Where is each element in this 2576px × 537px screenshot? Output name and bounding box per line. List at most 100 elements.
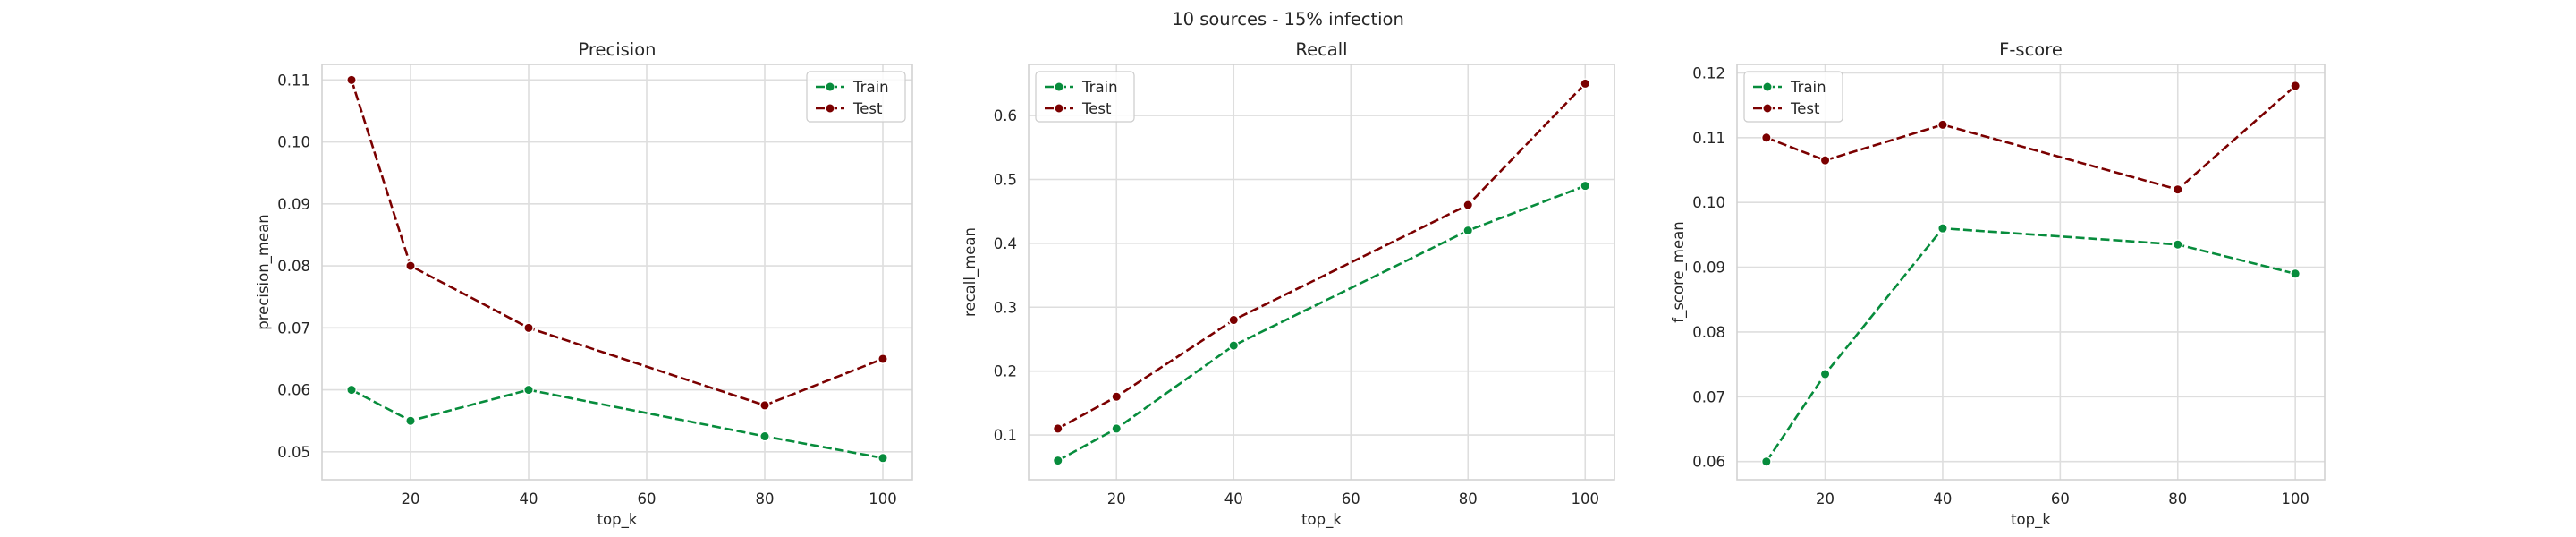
- recall-y-tick-label: 0.5: [994, 171, 1017, 188]
- f-score-point-test: [2290, 80, 2301, 91]
- precision-legend-marker-test: [825, 103, 835, 114]
- f-score-frame: [1736, 64, 2326, 481]
- f-score-y-tick-label: 0.06: [1692, 454, 1725, 471]
- recall-y-tick-label: 0.4: [994, 235, 1017, 252]
- recall-point-test: [1580, 78, 1591, 90]
- recall-x-tick-label: 40: [1224, 490, 1243, 507]
- precision-point-train: [523, 384, 534, 396]
- precision-y-tick-label: 0.10: [277, 134, 310, 151]
- recall-y-tick-label: 0.1: [994, 427, 1017, 444]
- f-score-x-axis-label: top_k: [2011, 511, 2051, 529]
- f-score-x-tick-label: 100: [2281, 490, 2309, 507]
- recall-y-tick-label: 0.6: [994, 107, 1017, 124]
- recall-frame: [1028, 64, 1615, 481]
- f-score-y-tick-label: 0.12: [1692, 64, 1725, 81]
- precision-y-tick-label: 0.05: [277, 444, 310, 461]
- figure-suptitle: 10 sources - 15% infection: [1172, 9, 1404, 30]
- f-score-x-tick-label: 20: [1816, 490, 1835, 507]
- recall-x-tick-label: 80: [1459, 490, 1478, 507]
- precision-point-train: [346, 384, 357, 396]
- precision-x-tick-label: 100: [869, 490, 897, 507]
- precision-point-test: [346, 74, 357, 86]
- f-score-y-tick-label: 0.11: [1692, 130, 1725, 147]
- f-score-y-axis-label: f_score_mean: [1670, 221, 1688, 322]
- f-score-x-tick-label: 60: [2051, 490, 2070, 507]
- f-score-point-test: [1760, 132, 1772, 143]
- f-score-panel: 20 40 60 80 100 0.06 0.07 0.08 0.09 0.10 0.11 0.12 F…: [1670, 39, 2326, 529]
- recall-point-test: [1462, 200, 1474, 210]
- precision-legend-label-train: Train: [852, 79, 889, 96]
- recall-x-axis-label: top_k: [1301, 511, 1342, 529]
- precision-y-tick-label: 0.07: [277, 320, 310, 337]
- precision-point-train: [877, 452, 888, 464]
- precision-x-tick-label: 60: [638, 490, 657, 507]
- precision-x-axis-label: top_k: [597, 511, 638, 529]
- recall-point-train: [1462, 225, 1474, 236]
- recall-title: Recall: [1295, 39, 1347, 60]
- recall-series-line-train: [1057, 184, 1586, 462]
- recall-x-tick-label: 20: [1107, 490, 1126, 507]
- recall-x-tick-label: 60: [1342, 490, 1360, 507]
- recall-point-train: [1580, 180, 1591, 192]
- recall-legend: Train Test: [1035, 71, 1135, 123]
- recall-y-tick-label: 0.2: [994, 363, 1017, 380]
- recall-point-train: [1111, 422, 1123, 434]
- f-score-legend-label-train: Train: [1790, 79, 1826, 96]
- f-score-legend-marker-train: [1762, 81, 1773, 92]
- recall-panel: 20 40 60 80 100 0.1 0.2 0.3 0.4 0.5 0.6 Recall top_k…: [962, 39, 1615, 529]
- f-score-point-test: [2172, 183, 2183, 195]
- recall-point-test: [1111, 391, 1123, 403]
- precision-y-axis-label: precision_mean: [255, 214, 273, 329]
- f-score-x-tick-label: 40: [1933, 490, 1952, 507]
- recall-point-test: [1228, 314, 1240, 326]
- recall-y-tick-label: 0.3: [994, 299, 1017, 316]
- precision-legend-label-test: Test: [852, 100, 883, 117]
- precision-x-tick-label: 40: [520, 490, 538, 507]
- recall-legend-label-test: Test: [1081, 100, 1112, 117]
- recall-legend-marker-train: [1054, 81, 1064, 92]
- recall-point-train: [1052, 455, 1063, 466]
- recall-legend-label-train: Train: [1081, 79, 1118, 96]
- recall-point-test: [1052, 422, 1063, 434]
- precision-title: Precision: [578, 39, 656, 60]
- f-score-point-test: [1819, 155, 1831, 166]
- f-score-title: F-score: [1999, 39, 2063, 60]
- f-score-legend-label-test: Test: [1790, 100, 1820, 117]
- precision-panel: 20 40 60 80 100 0.05 0.06 0.07 0.08 0.09 0.10 0.11 P…: [255, 39, 913, 529]
- f-score-point-test: [1937, 119, 1948, 131]
- precision-y-tick-label: 0.08: [277, 258, 310, 275]
- f-score-y-tick-label: 0.09: [1692, 260, 1725, 277]
- recall-point-train: [1228, 340, 1240, 351]
- precision-point-test: [405, 260, 416, 271]
- f-score-series-line-test: [1766, 84, 2297, 192]
- f-score-plot-area: [1737, 64, 2325, 480]
- recall-y-axis-label: recall_mean: [962, 227, 979, 317]
- precision-x-tick-label: 80: [756, 490, 775, 507]
- f-score-x-tick-label: 80: [2168, 490, 2187, 507]
- recall-legend-marker-test: [1054, 103, 1064, 114]
- precision-x-tick-label: 20: [402, 490, 420, 507]
- f-score-point-train: [2172, 239, 2183, 251]
- f-score-y-tick-label: 0.10: [1692, 194, 1725, 211]
- precision-y-tick-label: 0.11: [277, 72, 310, 89]
- recall-x-tick-label: 100: [1572, 490, 1600, 507]
- precision-legend: Train Test: [806, 71, 906, 123]
- f-score-y-tick-label: 0.07: [1692, 388, 1725, 405]
- precision-frame: [321, 64, 913, 481]
- f-score-point-train: [1760, 456, 1772, 467]
- precision-point-train: [759, 430, 770, 442]
- precision-point-test: [523, 322, 534, 334]
- precision-point-test: [877, 354, 888, 364]
- recall-plot-area: [1029, 64, 1614, 480]
- precision-legend-marker-train: [825, 81, 835, 92]
- precision-point-test: [759, 399, 770, 411]
- f-score-point-train: [2290, 268, 2301, 279]
- precision-y-tick-label: 0.09: [277, 196, 310, 213]
- precision-point-train: [405, 415, 416, 427]
- precision-y-tick-label: 0.06: [277, 382, 310, 399]
- f-score-y-tick-label: 0.08: [1692, 324, 1725, 341]
- f-score-legend: Train Test: [1743, 71, 1843, 123]
- f-score-point-train: [1819, 369, 1831, 379]
- f-score-point-train: [1937, 223, 1948, 234]
